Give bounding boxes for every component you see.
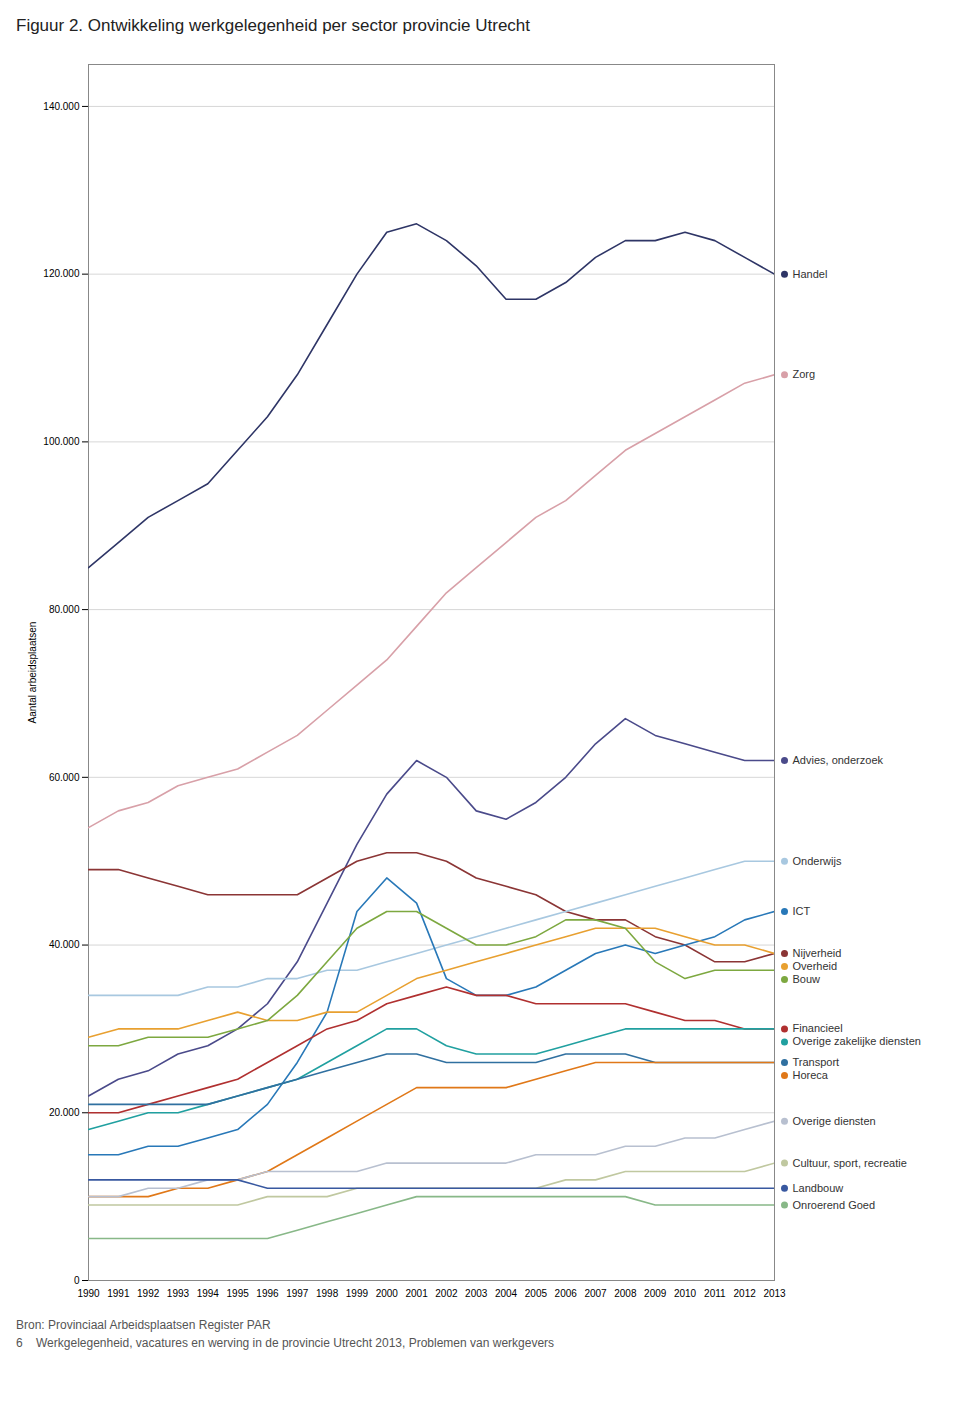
svg-text:1990: 1990 — [77, 1288, 100, 1299]
svg-text:Overige diensten: Overige diensten — [793, 1115, 876, 1127]
svg-text:2012: 2012 — [734, 1288, 757, 1299]
svg-text:1992: 1992 — [137, 1288, 160, 1299]
svg-text:ICT: ICT — [793, 905, 811, 917]
svg-text:Transport: Transport — [793, 1056, 840, 1068]
svg-text:0: 0 — [74, 1275, 80, 1286]
svg-text:Advies, onderzoek: Advies, onderzoek — [793, 754, 884, 766]
svg-text:2000: 2000 — [376, 1288, 399, 1299]
html-text:6 Werkgelegenheid, vacatures e: 6 Werkgelegenheid, vacatures en werving … — [16, 1336, 555, 1350]
svg-text:1993: 1993 — [167, 1288, 190, 1299]
svg-text:140.000: 140.000 — [43, 101, 80, 112]
svg-text:Bouw: Bouw — [793, 973, 821, 985]
svg-text:2007: 2007 — [584, 1288, 607, 1299]
html-text:Figuur 2. Ontwikkeling werkgel: Figuur 2. Ontwikkeling werkgelegenheid p… — [16, 16, 530, 35]
svg-text:Zorg: Zorg — [793, 368, 816, 380]
svg-text:100.000: 100.000 — [43, 436, 80, 447]
svg-text:2013: 2013 — [763, 1288, 786, 1299]
svg-text:Onderwijs: Onderwijs — [793, 855, 842, 867]
html-text:Bron: Provinciaal Arbeidsplaat: Bron: Provinciaal Arbeidsplaatsen Regist… — [16, 1318, 271, 1332]
svg-text:Handel: Handel — [793, 268, 828, 280]
svg-text:1999: 1999 — [346, 1288, 369, 1299]
svg-text:1996: 1996 — [256, 1288, 279, 1299]
svg-text:1995: 1995 — [227, 1288, 250, 1299]
svg-text:Overheid: Overheid — [793, 960, 838, 972]
svg-text:40.000: 40.000 — [49, 939, 80, 950]
svg-text:2009: 2009 — [644, 1288, 667, 1299]
svg-text:Onroerend Goed: Onroerend Goed — [793, 1199, 876, 1211]
svg-text:1991: 1991 — [107, 1288, 130, 1299]
svg-text:Financieel: Financieel — [793, 1022, 843, 1034]
svg-text:Landbouw: Landbouw — [793, 1182, 844, 1194]
svg-text:2004: 2004 — [495, 1288, 518, 1299]
svg-text:2002: 2002 — [435, 1288, 458, 1299]
svg-text:60.000: 60.000 — [49, 772, 80, 783]
svg-text:Horeca: Horeca — [793, 1069, 829, 1081]
svg-text:1994: 1994 — [197, 1288, 220, 1299]
svg-text:2005: 2005 — [525, 1288, 548, 1299]
svg-text:Cultuur, sport, recreatie: Cultuur, sport, recreatie — [793, 1157, 907, 1169]
svg-text:120.000: 120.000 — [43, 268, 80, 279]
svg-text:2010: 2010 — [674, 1288, 697, 1299]
svg-text:1998: 1998 — [316, 1288, 339, 1299]
svg-text:2006: 2006 — [555, 1288, 578, 1299]
svg-text:20.000: 20.000 — [49, 1107, 80, 1118]
svg-text:2001: 2001 — [405, 1288, 428, 1299]
svg-text:Overige zakelijke diensten: Overige zakelijke diensten — [793, 1035, 921, 1047]
svg-text:Aantal arbeidsplaatsen: Aantal arbeidsplaatsen — [27, 622, 38, 724]
svg-text:1997: 1997 — [286, 1288, 309, 1299]
svg-text:2011: 2011 — [704, 1288, 726, 1299]
svg-text:2003: 2003 — [465, 1288, 488, 1299]
svg-text:80.000: 80.000 — [49, 604, 80, 615]
svg-text:2008: 2008 — [614, 1288, 637, 1299]
svg-text:Nijverheid: Nijverheid — [793, 947, 842, 959]
